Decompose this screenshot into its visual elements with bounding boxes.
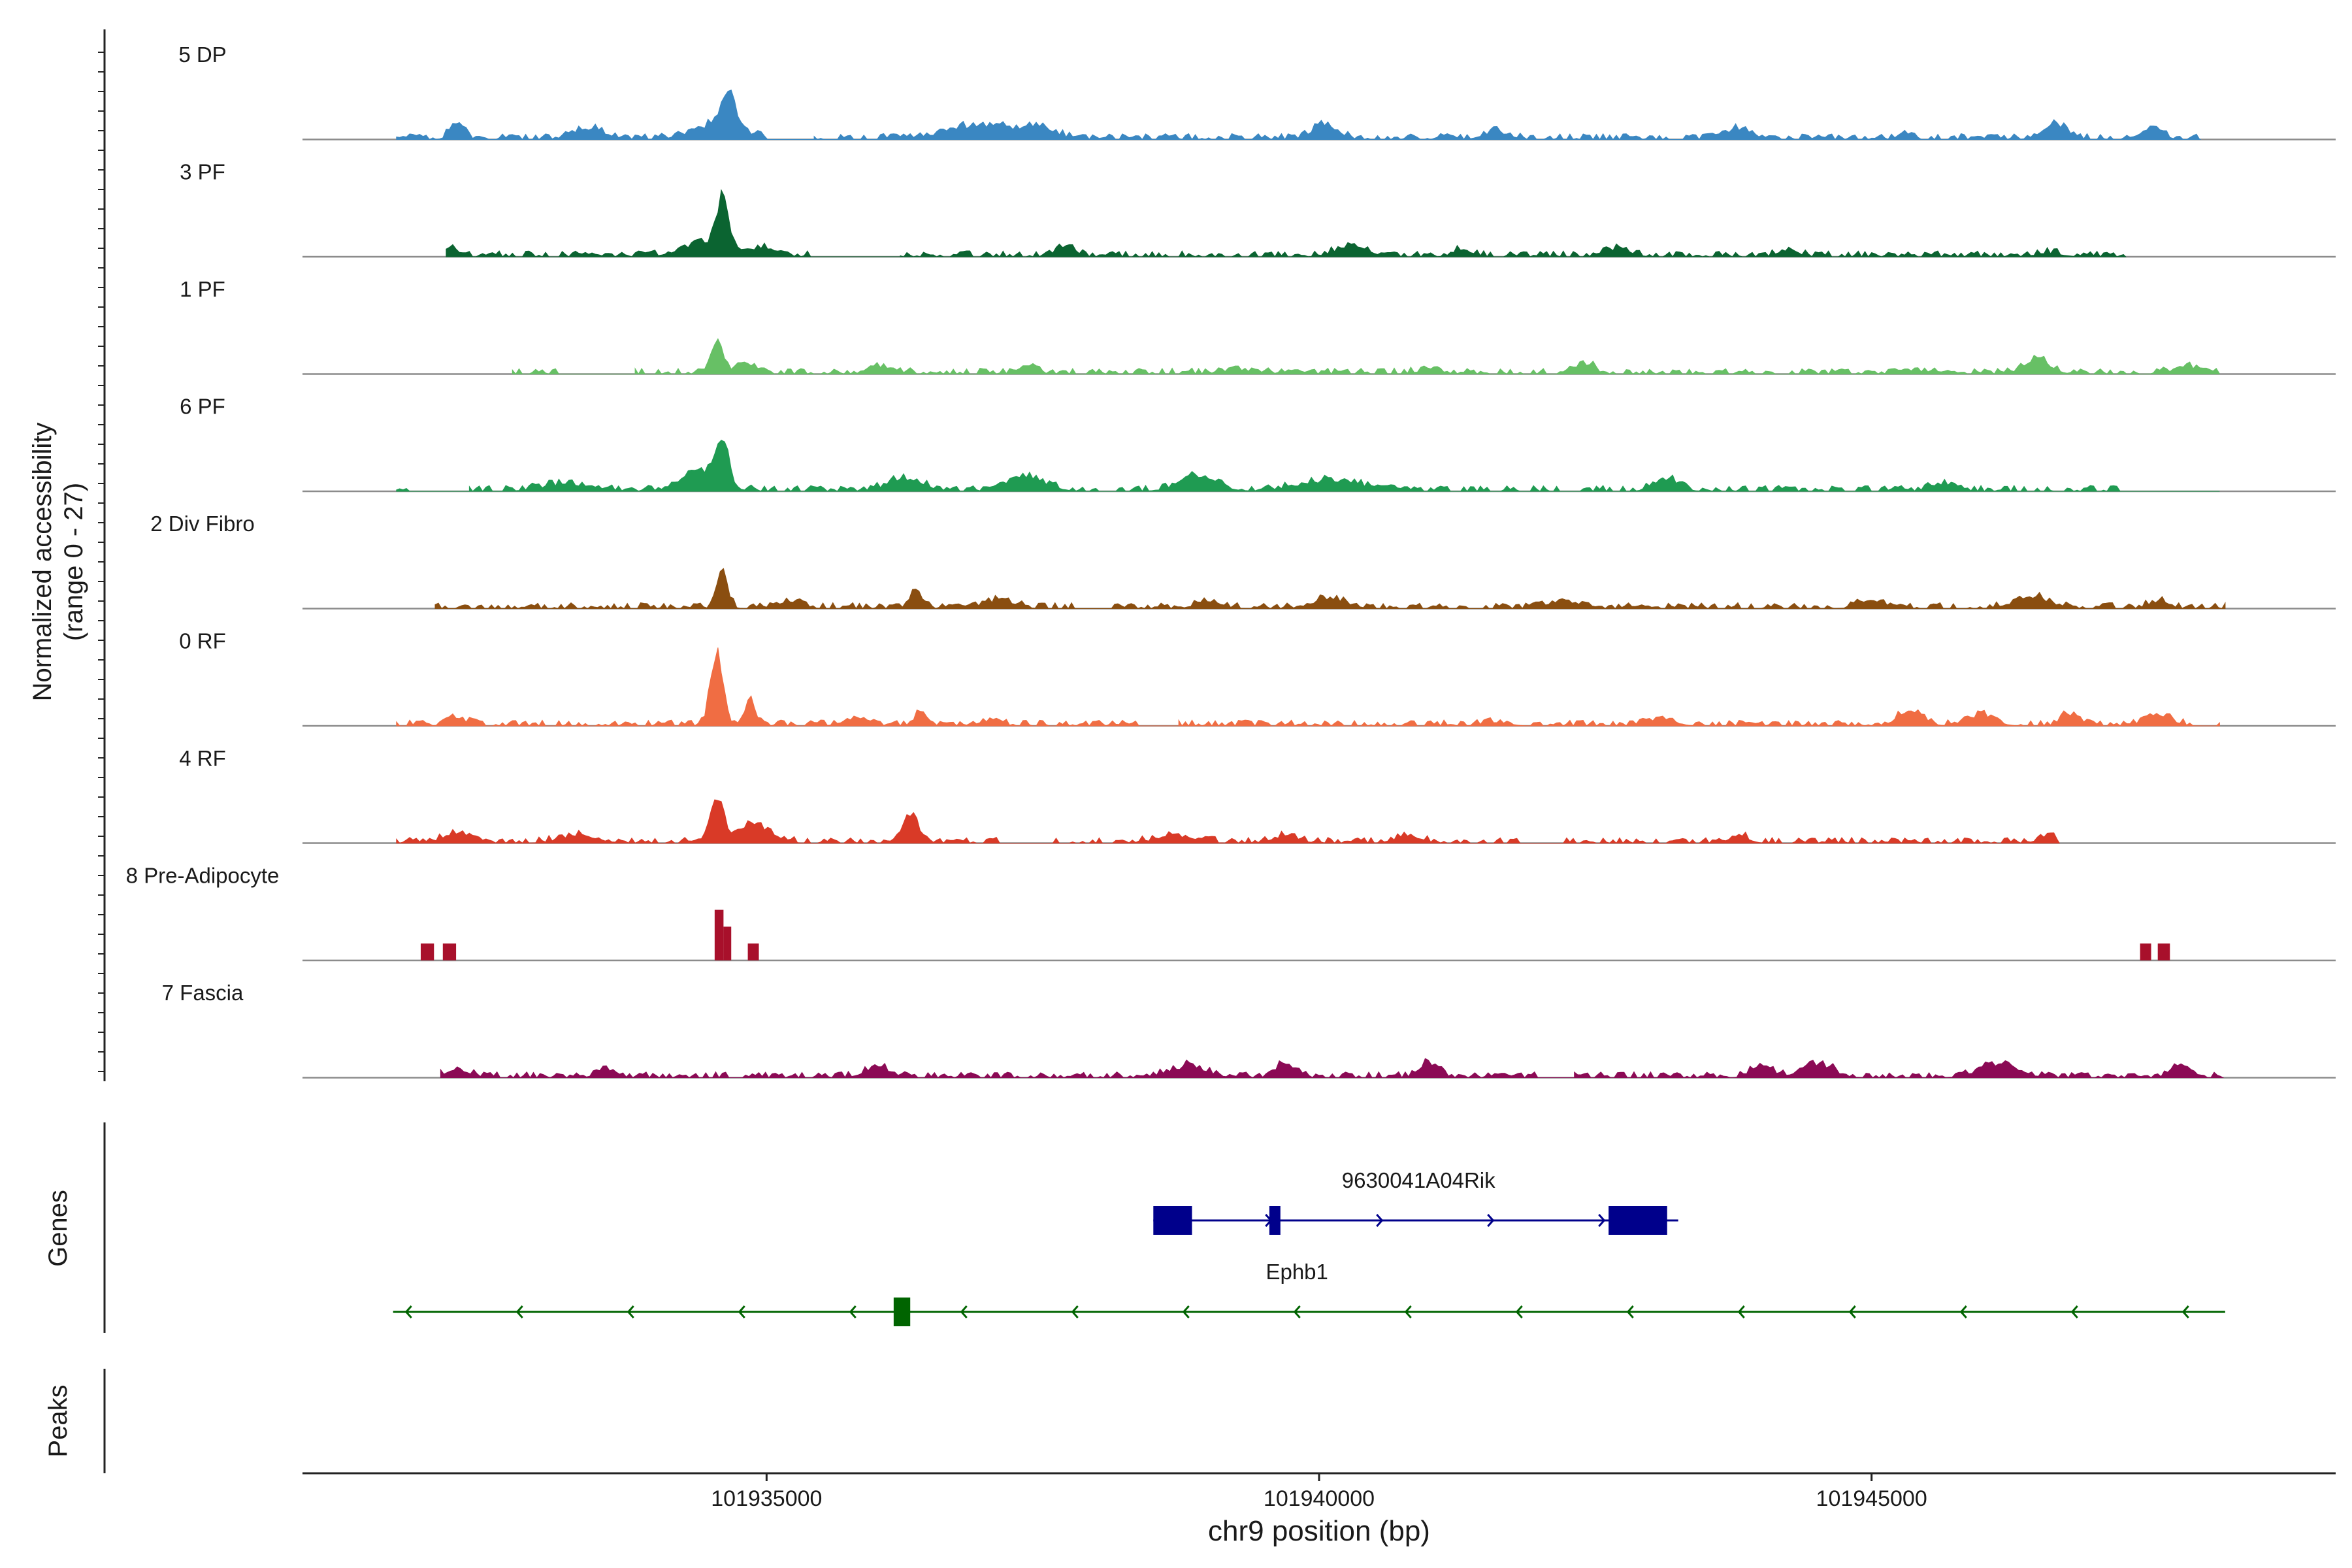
- x-axis-title: chr9 position (bp): [1208, 1515, 1430, 1547]
- strand-arrow: [1376, 1214, 1384, 1227]
- x-tick-label: 101935000: [711, 1486, 822, 1511]
- gene-annotations: 9630041A04Rik Ephb1: [393, 1168, 2225, 1326]
- track-4-rf: 4 RF: [179, 746, 2336, 844]
- strand-arrow: [849, 1305, 857, 1318]
- strand-arrow: [1404, 1305, 1412, 1318]
- coverage-bar: [442, 943, 457, 960]
- coverage-bar: [747, 943, 759, 960]
- coverage-area: [396, 440, 2220, 492]
- x-tick-label: 101945000: [1816, 1486, 1927, 1511]
- coverage-area: [396, 90, 2201, 140]
- strand-arrow: [1182, 1305, 1190, 1318]
- coverage-bar: [420, 943, 434, 960]
- strand-arrow: [2181, 1305, 2189, 1318]
- gene-ephb1: Ephb1: [393, 1260, 2225, 1326]
- gene-exon: [1153, 1206, 1192, 1235]
- x-axis-ticks: 101935000 101940000 101945000: [711, 1473, 1927, 1511]
- track-2-div-fibro: 2 Div Fibro: [150, 512, 2336, 610]
- coverage-area: [512, 338, 2220, 375]
- gene-name-label: 9630041A04Rik: [1342, 1168, 1495, 1192]
- coverage-area: [440, 1058, 2225, 1079]
- track-label: 4 RF: [179, 746, 226, 770]
- x-tick-label: 101940000: [1264, 1486, 1375, 1511]
- strand-arrow: [1737, 1305, 1745, 1318]
- coverage-tracks: 5 DP 3 PF 1 PF 6 PF 2 Div Fibro 0 RF 4 RF 8 Pre…: [126, 42, 2336, 1079]
- track-label: 5 DP: [178, 42, 226, 67]
- strand-arrow: [1626, 1305, 1634, 1318]
- track-6-pf: 6 PF: [180, 395, 2336, 493]
- y-axis-title-line1: Normalized accessibility: [28, 423, 57, 702]
- peaks-panel-label: Peaks: [44, 1384, 73, 1457]
- genes-panel-label: Genes: [44, 1190, 73, 1267]
- y-axis-title-line2: (range 0 - 27): [59, 483, 88, 641]
- track-7-fascia: 7 Fascia: [162, 981, 2336, 1079]
- strand-arrow: [960, 1305, 968, 1318]
- strand-arrow: [738, 1305, 745, 1318]
- track-label: 2 Div Fibro: [150, 512, 255, 536]
- strand-arrow: [515, 1305, 523, 1318]
- strand-arrow: [2070, 1305, 2078, 1318]
- coverage-area: [396, 799, 2061, 844]
- track-label: 3 PF: [180, 160, 225, 184]
- gene-exon: [893, 1298, 911, 1326]
- track-1-pf: 1 PF: [180, 277, 2336, 375]
- track-label: 1 PF: [180, 277, 225, 301]
- strand-arrow: [1959, 1305, 1967, 1318]
- gene-9630041a04rik: 9630041A04Rik: [1153, 1168, 1678, 1235]
- strand-arrow: [1071, 1305, 1079, 1318]
- strand-arrow: [1293, 1305, 1301, 1318]
- gene-exon: [1269, 1206, 1281, 1235]
- coverage-area: [434, 568, 2226, 610]
- track-label: 8 Pre-Adipocyte: [126, 864, 280, 888]
- coverage-bar: [714, 909, 724, 960]
- strand-arrow: [627, 1305, 634, 1318]
- track-label: 6 PF: [180, 395, 225, 419]
- coverage-bar: [2157, 943, 2170, 960]
- track-0-rf: 0 RF: [179, 629, 2336, 727]
- coverage-bar: [723, 926, 732, 960]
- track-label: 0 RF: [179, 629, 226, 653]
- coverage-bar: [2140, 943, 2151, 960]
- coverage-area: [396, 647, 2220, 727]
- strand-arrow: [404, 1305, 412, 1318]
- coverage-area: [446, 189, 2127, 257]
- track-3-pf: 3 PF: [180, 160, 2336, 258]
- gene-exon: [1609, 1206, 1667, 1235]
- track-5-dp: 5 DP: [178, 42, 2336, 140]
- coverage-y-ticks: [98, 52, 105, 1072]
- gene-name-label: Ephb1: [1266, 1260, 1328, 1284]
- track-label: 7 Fascia: [162, 981, 244, 1005]
- strand-arrow: [1848, 1305, 1856, 1318]
- strand-arrow: [1515, 1305, 1523, 1318]
- strand-arrow: [1598, 1214, 1606, 1227]
- strand-arrow: [1487, 1214, 1495, 1227]
- track-8-pre-adipocyte: 8 Pre-Adipocyte: [126, 864, 2336, 962]
